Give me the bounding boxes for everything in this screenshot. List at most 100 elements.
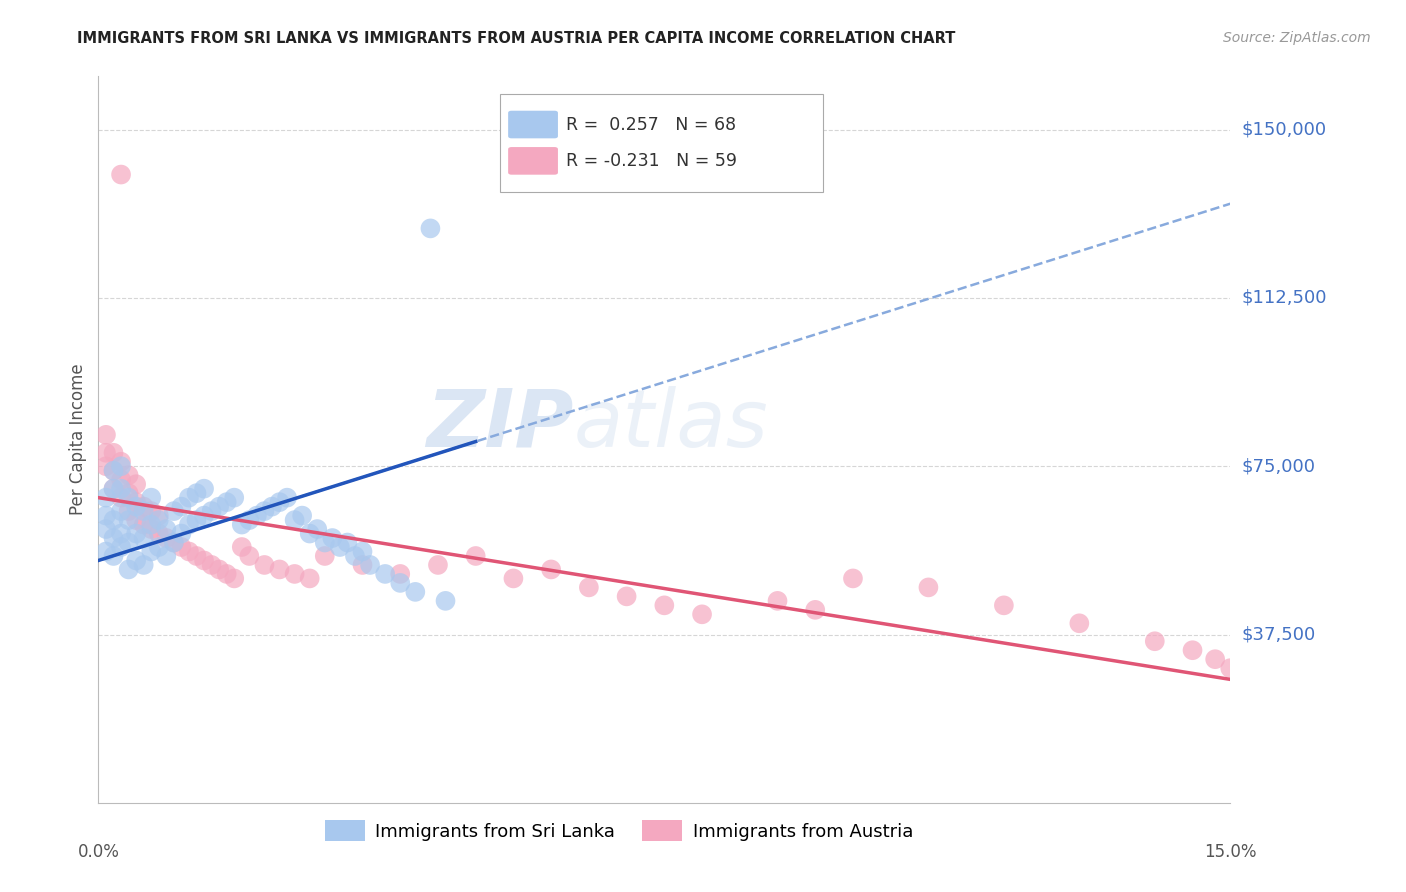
Point (1069, 616, 1091, 631)
Point (352, 544, 374, 558)
Point (238, 513, 260, 527)
Point (103, 482, 125, 496)
Point (117, 562, 139, 576)
Point (110, 459, 132, 474)
Point (246, 508, 269, 523)
Point (94, 522, 117, 536)
Point (117, 491, 139, 505)
Text: $150,000: $150,000 (1241, 120, 1326, 138)
Point (148, 540, 170, 554)
Point (148, 526, 170, 541)
Point (215, 566, 238, 581)
Point (260, 500, 283, 514)
Point (427, 558, 450, 572)
Point (117, 486, 139, 500)
Point (434, 594, 457, 608)
Point (419, 221, 441, 235)
Point (132, 504, 155, 518)
Text: R =  0.257   N = 68: R = 0.257 N = 68 (565, 116, 735, 134)
Point (502, 571, 524, 585)
FancyBboxPatch shape (508, 147, 558, 175)
Point (208, 562, 231, 576)
Point (374, 566, 396, 581)
Point (352, 558, 374, 572)
Point (125, 495, 148, 509)
Point (132, 500, 155, 514)
Point (1181, 643, 1204, 657)
Point (103, 446, 125, 460)
Point (141, 491, 163, 505)
Text: $37,500: $37,500 (1241, 625, 1316, 643)
Point (141, 544, 163, 558)
Point (148, 508, 170, 523)
Point (314, 535, 336, 549)
Point (177, 517, 200, 532)
Point (284, 566, 307, 581)
Text: IMMIGRANTS FROM SRI LANKA VS IMMIGRANTS FROM AUSTRIA PER CAPITA INCOME CORRELATI: IMMIGRANTS FROM SRI LANKA VS IMMIGRANTS … (77, 31, 956, 46)
Point (652, 599, 676, 613)
Point (163, 504, 186, 518)
Point (170, 540, 193, 554)
Point (148, 513, 170, 527)
Point (103, 531, 125, 545)
Y-axis label: Per Capita Income: Per Capita Income (69, 364, 87, 515)
Point (231, 517, 253, 532)
Point (917, 581, 939, 595)
Point (132, 558, 155, 572)
Point (193, 508, 215, 523)
Point (170, 500, 193, 514)
Text: ZIP: ZIP (426, 385, 574, 464)
FancyBboxPatch shape (501, 94, 823, 192)
Point (253, 504, 276, 518)
Point (94, 446, 117, 460)
Point (389, 575, 412, 590)
Point (578, 581, 600, 595)
Point (193, 482, 215, 496)
Point (993, 599, 1015, 613)
Point (103, 549, 125, 563)
Text: R = -0.231   N = 59: R = -0.231 N = 59 (565, 152, 737, 169)
Point (215, 495, 238, 509)
Point (110, 168, 132, 182)
Point (163, 535, 186, 549)
Text: atlas: atlas (574, 385, 769, 464)
Point (231, 540, 253, 554)
Point (276, 491, 298, 505)
Point (117, 535, 139, 549)
Text: 15.0%: 15.0% (1204, 843, 1257, 861)
Point (94, 427, 117, 442)
Point (103, 482, 125, 496)
Point (291, 508, 314, 523)
Point (170, 526, 193, 541)
Point (94, 491, 117, 505)
Point (201, 558, 224, 572)
Text: $112,500: $112,500 (1241, 289, 1327, 307)
Point (94, 508, 117, 523)
Point (177, 544, 200, 558)
Point (842, 571, 865, 585)
Point (1219, 661, 1241, 675)
Point (110, 491, 132, 505)
Point (125, 500, 148, 514)
Point (132, 531, 155, 545)
Point (117, 513, 139, 527)
Point (177, 491, 200, 505)
Point (284, 513, 307, 527)
Point (141, 517, 163, 532)
Point (110, 540, 132, 554)
Point (616, 590, 638, 604)
Point (329, 540, 352, 554)
Point (155, 549, 177, 563)
Point (125, 477, 148, 491)
Point (540, 562, 562, 576)
Point (110, 455, 132, 469)
Point (224, 571, 246, 585)
Point (94, 544, 117, 558)
Point (110, 504, 132, 518)
Point (224, 491, 246, 505)
Point (253, 558, 276, 572)
Point (141, 522, 163, 536)
Point (110, 473, 132, 487)
Point (103, 464, 125, 478)
Point (314, 549, 336, 563)
